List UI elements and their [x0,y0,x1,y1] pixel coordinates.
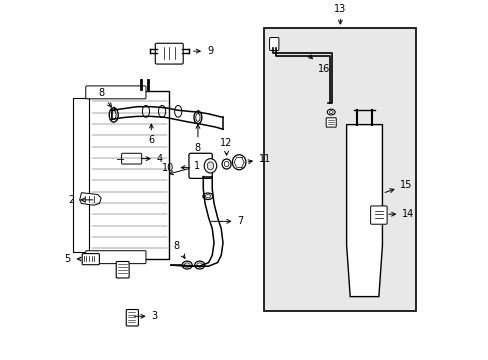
FancyBboxPatch shape [122,153,142,164]
FancyBboxPatch shape [126,310,138,326]
Ellipse shape [207,162,213,170]
Text: 16: 16 [307,55,329,74]
Bar [264,28,416,311]
Ellipse shape [205,195,210,198]
FancyBboxPatch shape [269,37,278,50]
FancyBboxPatch shape [85,86,145,99]
Text: 10: 10 [162,163,189,172]
Ellipse shape [326,109,334,115]
Text: 8: 8 [194,125,201,153]
Ellipse shape [232,155,245,170]
Ellipse shape [109,108,118,122]
Text: 1: 1 [169,161,200,175]
FancyBboxPatch shape [188,153,212,178]
FancyBboxPatch shape [85,251,145,264]
Ellipse shape [222,159,231,169]
Text: 15: 15 [384,180,412,193]
Text: 8: 8 [173,241,184,258]
Bar [87,91,169,259]
Text: 11: 11 [247,154,270,164]
FancyBboxPatch shape [370,206,386,224]
Text: 3: 3 [134,311,157,321]
Text: 5: 5 [64,254,81,264]
Text: 8: 8 [98,88,111,107]
Text: 13: 13 [333,4,346,24]
Text: 6: 6 [148,124,154,145]
Ellipse shape [329,111,332,113]
Text: 12: 12 [220,138,232,155]
Bar [72,98,88,252]
FancyBboxPatch shape [325,118,336,127]
Ellipse shape [111,111,116,120]
Ellipse shape [197,263,202,267]
Text: 4: 4 [142,154,163,164]
Text: 7: 7 [211,216,243,226]
Ellipse shape [194,111,202,124]
FancyBboxPatch shape [155,43,183,64]
Ellipse shape [195,113,200,121]
Ellipse shape [194,261,204,269]
Ellipse shape [224,161,228,167]
Text: 14: 14 [388,209,413,219]
Text: 9: 9 [193,46,213,56]
Ellipse shape [182,261,192,269]
Polygon shape [346,125,382,297]
Ellipse shape [184,263,190,267]
Ellipse shape [204,159,216,173]
FancyBboxPatch shape [82,253,99,265]
Polygon shape [80,193,101,205]
Ellipse shape [203,193,213,199]
FancyBboxPatch shape [116,261,129,278]
Text: 2: 2 [68,195,93,205]
